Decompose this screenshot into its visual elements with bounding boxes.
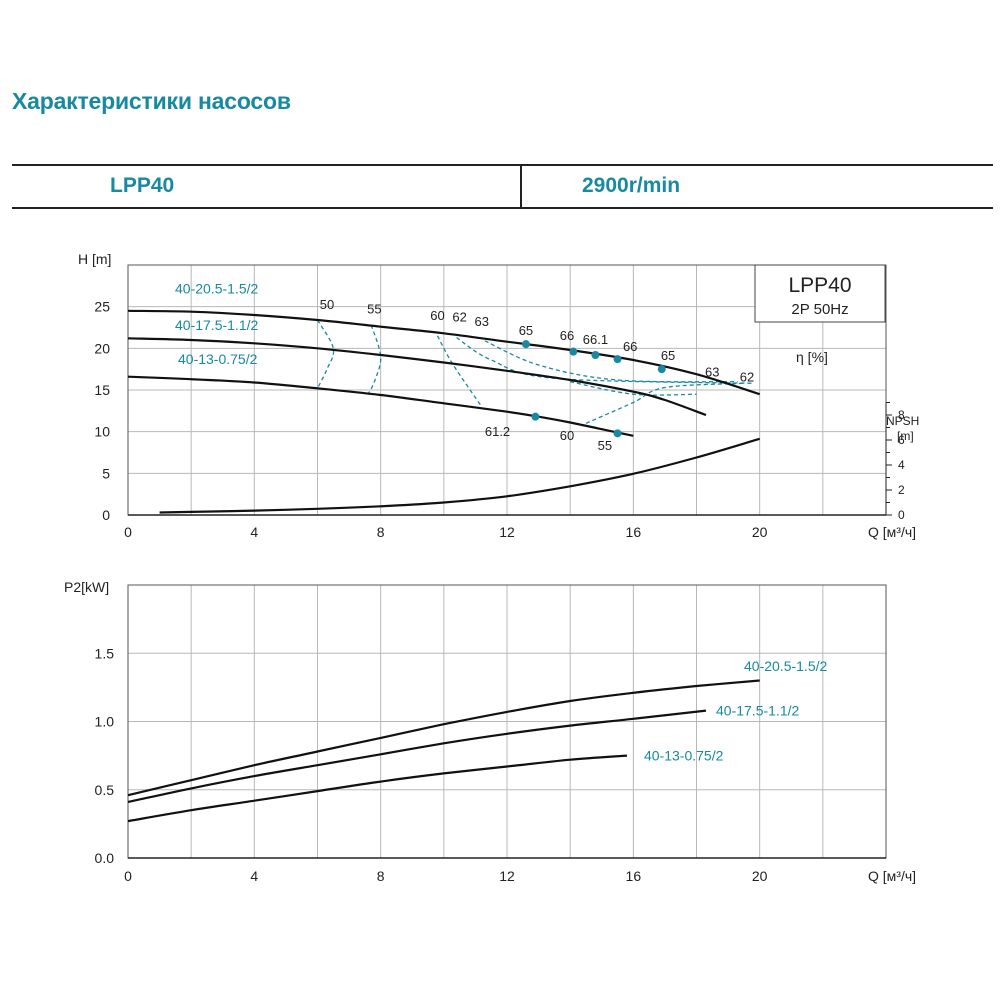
x-tick-label: 16 <box>626 868 642 884</box>
npsh-unit: [m] <box>897 429 914 443</box>
model-name: LPP40 <box>110 174 175 197</box>
series-label: 40-13-0.75/2 <box>178 351 258 367</box>
npsh-tick-label: 2 <box>898 483 905 497</box>
legend-title: LPP40 <box>788 274 851 297</box>
x-axis-label: Q [м³/ч] <box>868 868 916 884</box>
header-divider <box>520 166 522 207</box>
efficiency-iso-line <box>367 324 382 395</box>
x-tick-label: 8 <box>377 868 385 884</box>
x-tick-label: 8 <box>377 524 385 540</box>
efficiency-label: 60 <box>560 428 574 443</box>
efficiency-label: 50 <box>320 297 334 312</box>
x-tick-label: 20 <box>752 524 768 540</box>
y-tick-label: 10 <box>94 424 110 440</box>
x-tick-label: 0 <box>124 524 132 540</box>
efficiency-label: 60 <box>430 308 444 323</box>
y-axis-label: P2[kW] <box>64 579 109 595</box>
x-tick-label: 20 <box>752 868 768 884</box>
header-table: LPP40 2900r/min <box>12 164 993 209</box>
efficiency-point <box>613 429 622 438</box>
series-label: 40-20.5-1.5/2 <box>744 658 827 674</box>
efficiency-point <box>569 347 578 356</box>
efficiency-label: 55 <box>367 301 381 316</box>
y-tick-label: 20 <box>94 340 110 356</box>
efficiency-point <box>591 351 600 359</box>
npsh-tick-label: 8 <box>898 408 905 422</box>
efficiency-label: 62 <box>740 370 754 385</box>
rotation-speed: 2900r/min <box>582 174 681 197</box>
efficiency-label: 66.1 <box>583 332 608 347</box>
y-tick-label: 0.5 <box>95 782 115 798</box>
efficiency-iso-line <box>570 381 697 396</box>
series-label: 40-20.5-1.5/2 <box>175 280 258 296</box>
y-tick-label: 15 <box>94 382 110 398</box>
y-tick-label: 5 <box>102 465 110 481</box>
legend-box <box>754 264 886 323</box>
efficiency-label: 63 <box>705 365 719 380</box>
npsh-label: NPSH <box>886 414 919 428</box>
efficiency-label: 66 <box>623 339 637 354</box>
efficiency-label: 62 <box>452 310 466 325</box>
x-tick-label: 16 <box>626 524 642 540</box>
head-curve <box>127 375 634 437</box>
power-curve <box>127 754 628 823</box>
page-title: Характеристики насосов <box>12 88 291 114</box>
series-label: 40-17.5-1.1/2 <box>716 703 799 719</box>
x-tick-label: 0 <box>124 868 132 884</box>
efficiency-label: 61.2 <box>485 424 510 439</box>
y-tick-label: 0 <box>102 507 110 523</box>
npsh-tick-label: 6 <box>898 433 905 447</box>
x-tick-label: 4 <box>250 868 258 884</box>
efficiency-iso-line <box>484 340 738 383</box>
x-tick-label: 12 <box>499 524 515 540</box>
efficiency-label: 65 <box>519 323 533 338</box>
x-tick-label: 4 <box>250 524 258 540</box>
power-curve <box>127 679 760 797</box>
efficiency-point <box>613 355 622 364</box>
head-curve <box>127 337 707 417</box>
efficiency-iso-line <box>585 382 744 424</box>
efficiency-point <box>531 412 540 421</box>
y-tick-label: 1.0 <box>95 714 115 730</box>
efficiency-label: 66 <box>560 328 574 343</box>
y-tick-label: 1.5 <box>95 645 115 661</box>
efficiency-point <box>657 365 666 374</box>
power-curve <box>127 709 707 804</box>
efficiency-label: 63 <box>474 314 488 329</box>
efficiency-iso-line <box>436 335 483 408</box>
series-label: 40-13-0.75/2 <box>644 748 724 764</box>
npsh-tick-label: 4 <box>898 458 905 472</box>
y-axis-label: H [m] <box>78 251 111 267</box>
efficiency-iso-line <box>316 319 335 389</box>
efficiency-label: 55 <box>598 438 612 453</box>
efficiency-point <box>521 340 530 349</box>
legend-subtitle: 2P 50Hz <box>791 301 848 318</box>
efficiency-label: 65 <box>661 348 675 363</box>
x-tick-label: 12 <box>499 868 515 884</box>
y-tick-label: 0.0 <box>95 850 115 866</box>
series-label: 40-17.5-1.1/2 <box>175 317 258 333</box>
npsh-tick-label: 0 <box>898 508 905 522</box>
npsh-curve <box>159 437 761 514</box>
y-tick-label: 25 <box>94 299 110 315</box>
x-axis-label: Q [м³/ч] <box>868 524 916 540</box>
efficiency-iso-line <box>456 336 754 384</box>
efficiency-axis-label: η [%] <box>796 349 828 365</box>
